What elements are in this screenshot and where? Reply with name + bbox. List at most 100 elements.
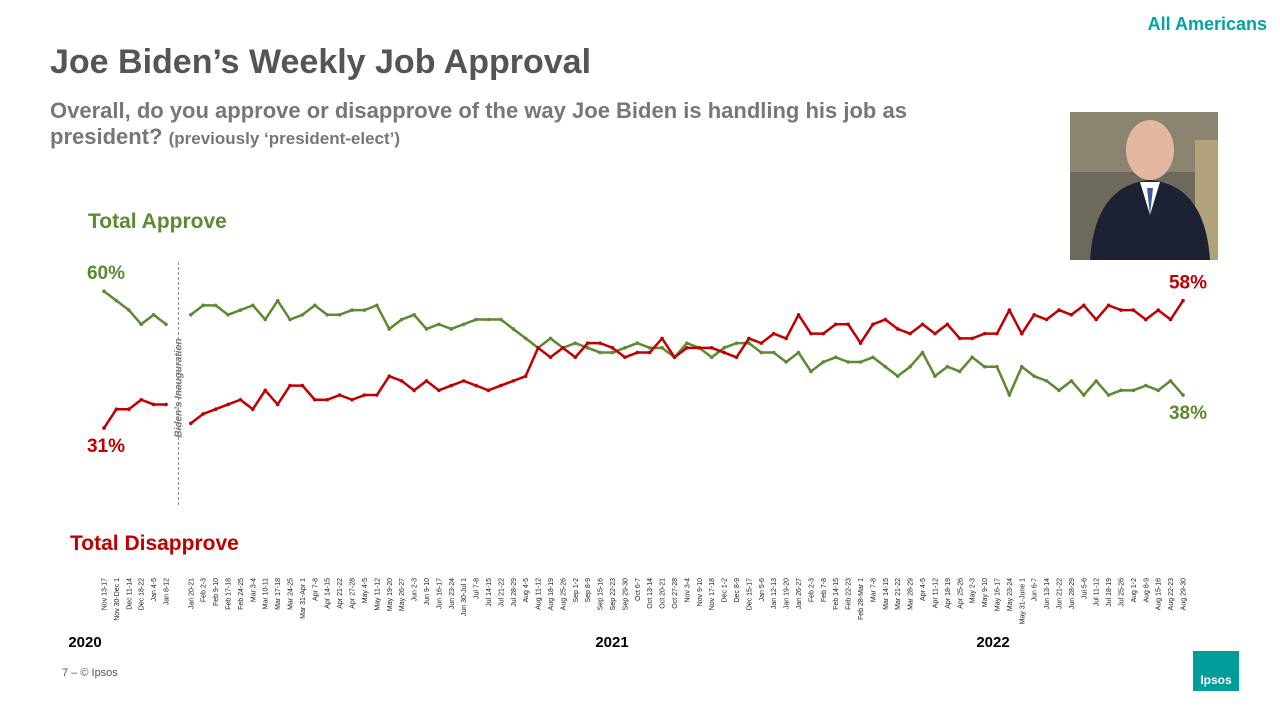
point bbox=[437, 388, 441, 393]
x-tick-label: Jan 5-6 bbox=[759, 578, 766, 601]
point bbox=[362, 308, 367, 312]
point bbox=[883, 317, 888, 322]
year-label: 2020 bbox=[68, 634, 101, 651]
point bbox=[1007, 393, 1012, 397]
x-tick-label: Dec 8-9 bbox=[734, 578, 741, 603]
point bbox=[970, 355, 974, 360]
x-tick-label: Jun 23-24 bbox=[449, 578, 456, 609]
subtitle-box: Overall, do you approve or disapprove of… bbox=[50, 98, 907, 149]
point bbox=[164, 322, 168, 327]
point bbox=[784, 360, 788, 364]
point bbox=[114, 407, 119, 412]
point bbox=[883, 364, 888, 369]
point bbox=[375, 303, 379, 308]
x-tick-label: May 9-10 bbox=[982, 578, 989, 607]
point bbox=[226, 313, 230, 317]
point bbox=[734, 341, 739, 345]
point bbox=[610, 346, 615, 350]
point bbox=[846, 322, 850, 327]
point bbox=[585, 346, 590, 350]
year-label: 2021 bbox=[595, 634, 628, 651]
point bbox=[610, 350, 615, 355]
x-tick-label: Mar 21-22 bbox=[895, 578, 902, 610]
point bbox=[1032, 374, 1036, 378]
x-tick-label: Nov 17-18 bbox=[709, 578, 716, 610]
x-tick-label: Aug 4-5 bbox=[523, 578, 530, 603]
point bbox=[461, 322, 466, 327]
x-tick-label: Jan 4-5 bbox=[151, 578, 158, 601]
x-tick-label: Sep 1-2 bbox=[573, 578, 580, 603]
point bbox=[337, 393, 342, 397]
point bbox=[1156, 308, 1160, 312]
point bbox=[536, 346, 540, 350]
x-tick-label: Jun 9-10 bbox=[424, 578, 431, 605]
point bbox=[747, 341, 751, 345]
point bbox=[833, 322, 838, 327]
x-tick-label: Jun 6-7 bbox=[1032, 578, 1039, 601]
x-tick-label: May 31-June 1 bbox=[1019, 578, 1026, 624]
point bbox=[573, 341, 578, 345]
point bbox=[734, 355, 739, 360]
x-tick-label: Jul 7-8 bbox=[474, 578, 481, 599]
point bbox=[895, 327, 900, 331]
point bbox=[1057, 388, 1061, 393]
x-tick-label: May 11-12 bbox=[374, 578, 381, 611]
x-tick-label: Jul 11-12 bbox=[1094, 578, 1101, 606]
x-tick-label: Sep 22-23 bbox=[610, 578, 617, 610]
x-tick-label: Jun 13-14 bbox=[1044, 578, 1051, 609]
point bbox=[1044, 379, 1049, 383]
point bbox=[908, 331, 912, 336]
x-tick-label: Jan 19-20 bbox=[784, 578, 791, 609]
x-tick-label: Jul 5-6 bbox=[1081, 578, 1088, 599]
point bbox=[263, 388, 268, 393]
x-tick-label: Apr 18-19 bbox=[945, 578, 952, 609]
point bbox=[548, 355, 553, 360]
point bbox=[1094, 317, 1098, 322]
point bbox=[1081, 303, 1086, 308]
x-tick-label: Apr 7-8 bbox=[312, 578, 319, 601]
point bbox=[325, 397, 330, 402]
point bbox=[139, 397, 144, 402]
point bbox=[189, 313, 193, 317]
point bbox=[275, 402, 280, 407]
point bbox=[313, 303, 317, 308]
x-tick-label: Aug 15-16 bbox=[1156, 578, 1163, 610]
point bbox=[213, 407, 218, 412]
point bbox=[957, 336, 962, 341]
point bbox=[375, 393, 379, 397]
x-tick-label: Apr 14-15 bbox=[325, 578, 332, 609]
x-tick-label: Apr 27-28 bbox=[350, 578, 357, 609]
x-tick-label: May 26-27 bbox=[399, 578, 406, 611]
point bbox=[474, 317, 478, 322]
point bbox=[933, 331, 937, 336]
point bbox=[598, 341, 602, 345]
point bbox=[647, 350, 652, 355]
point bbox=[759, 341, 764, 345]
subtitle-note: (previously ‘president-elect’) bbox=[168, 129, 401, 148]
x-tick-label: Dec 1-2 bbox=[722, 578, 729, 603]
x-tick-label: Aug 11-12 bbox=[536, 578, 543, 610]
point bbox=[1044, 317, 1049, 322]
x-tick-label: Feb 9-10 bbox=[213, 578, 220, 606]
x-tick-label: May 2-3 bbox=[970, 578, 977, 603]
point bbox=[300, 383, 305, 388]
point bbox=[709, 346, 714, 350]
point bbox=[1181, 393, 1185, 397]
x-tick-label: Sep 29-30 bbox=[622, 578, 629, 610]
point bbox=[399, 317, 404, 322]
point bbox=[1069, 379, 1074, 383]
point bbox=[945, 322, 950, 327]
point bbox=[275, 298, 280, 303]
x-tick-label: Feb 2-3 bbox=[808, 578, 815, 602]
x-tick-label: Jan 8-12 bbox=[164, 578, 171, 605]
point bbox=[1168, 379, 1173, 383]
x-tick-label: Nov 3-4 bbox=[684, 578, 691, 603]
point bbox=[337, 313, 342, 317]
point bbox=[164, 402, 168, 407]
x-tick-label: Oct 6-7 bbox=[635, 578, 642, 601]
x-tick-label: Mar 7-8 bbox=[870, 578, 877, 602]
photo bbox=[1070, 112, 1218, 260]
point bbox=[523, 336, 528, 341]
value-label: 38% bbox=[1169, 403, 1207, 424]
point bbox=[1119, 388, 1123, 393]
